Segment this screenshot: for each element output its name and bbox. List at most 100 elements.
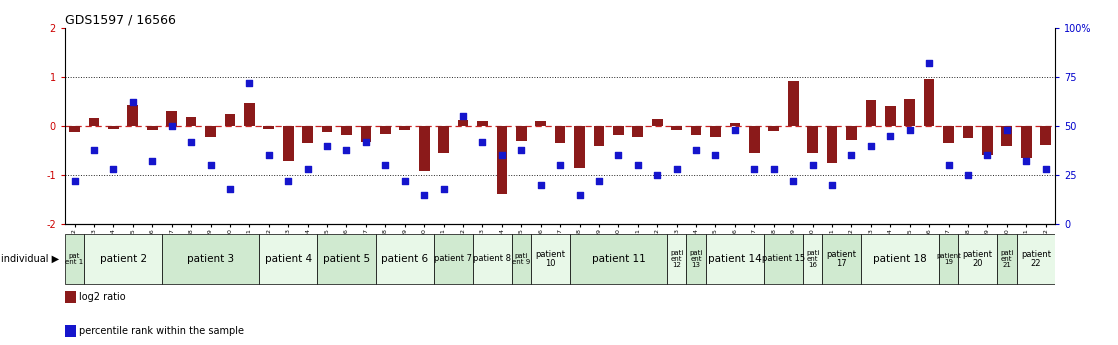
Text: patient 3: patient 3 xyxy=(187,254,234,264)
FancyBboxPatch shape xyxy=(318,234,376,284)
Point xyxy=(784,178,802,184)
FancyBboxPatch shape xyxy=(823,234,861,284)
Bar xyxy=(807,126,818,153)
Bar xyxy=(457,120,468,126)
Text: patient
19: patient 19 xyxy=(936,253,961,265)
FancyBboxPatch shape xyxy=(570,234,667,284)
Bar xyxy=(302,126,313,143)
Bar xyxy=(846,126,856,140)
Bar xyxy=(225,114,235,126)
Bar xyxy=(885,106,896,126)
Bar xyxy=(671,126,682,130)
Bar xyxy=(1021,126,1032,158)
FancyBboxPatch shape xyxy=(861,234,939,284)
FancyBboxPatch shape xyxy=(65,234,84,284)
Bar xyxy=(167,111,177,126)
FancyBboxPatch shape xyxy=(764,234,803,284)
Point xyxy=(726,127,743,132)
Bar xyxy=(88,118,100,126)
Bar xyxy=(594,126,605,146)
Bar xyxy=(283,126,294,161)
Bar xyxy=(633,126,643,137)
Bar xyxy=(496,126,508,194)
Text: patient 18: patient 18 xyxy=(873,254,927,264)
Bar xyxy=(1002,126,1012,146)
Point xyxy=(978,152,996,158)
Text: patient 7: patient 7 xyxy=(434,254,472,263)
Point xyxy=(474,139,492,145)
FancyBboxPatch shape xyxy=(473,234,512,284)
Point xyxy=(240,80,258,86)
Text: patient 8: patient 8 xyxy=(473,254,511,263)
Point xyxy=(493,152,511,158)
Text: pat
ent 1: pat ent 1 xyxy=(66,253,84,265)
Point xyxy=(338,147,356,152)
Point xyxy=(221,186,239,191)
Text: patient 2: patient 2 xyxy=(100,254,146,264)
Point xyxy=(201,162,219,168)
Bar xyxy=(108,126,119,129)
Text: percentile rank within the sample: percentile rank within the sample xyxy=(79,326,245,336)
FancyBboxPatch shape xyxy=(1016,234,1055,284)
Bar xyxy=(749,126,760,153)
Bar xyxy=(146,126,158,130)
FancyBboxPatch shape xyxy=(259,234,318,284)
Point xyxy=(901,127,919,132)
Text: patient 11: patient 11 xyxy=(591,254,645,264)
FancyBboxPatch shape xyxy=(803,234,823,284)
Point xyxy=(357,139,375,145)
Point xyxy=(609,152,627,158)
Bar xyxy=(652,119,663,126)
Bar xyxy=(1041,126,1051,145)
Text: pati
ent 9: pati ent 9 xyxy=(512,253,530,265)
Bar xyxy=(419,126,429,171)
Point xyxy=(959,172,977,178)
Text: pati
ent
12: pati ent 12 xyxy=(670,250,683,268)
Point xyxy=(280,178,297,184)
Bar xyxy=(904,99,915,126)
Point xyxy=(570,192,588,197)
Point xyxy=(939,162,957,168)
FancyBboxPatch shape xyxy=(667,234,686,284)
Point xyxy=(998,127,1016,132)
Point xyxy=(512,147,530,152)
Point xyxy=(881,133,899,139)
FancyBboxPatch shape xyxy=(512,234,531,284)
Point xyxy=(435,186,453,191)
Point xyxy=(667,166,685,172)
FancyBboxPatch shape xyxy=(705,234,764,284)
FancyBboxPatch shape xyxy=(434,234,473,284)
Bar xyxy=(341,126,352,135)
Point xyxy=(299,166,316,172)
Bar xyxy=(691,126,701,135)
Bar xyxy=(555,126,566,143)
Point xyxy=(104,166,122,172)
Point xyxy=(415,192,433,197)
Text: pati
ent
13: pati ent 13 xyxy=(690,250,703,268)
FancyBboxPatch shape xyxy=(531,234,570,284)
Bar xyxy=(206,126,216,137)
Text: patient
17: patient 17 xyxy=(826,250,856,268)
Bar xyxy=(982,126,993,155)
Point xyxy=(862,143,880,148)
Bar xyxy=(399,126,410,130)
Text: log2 ratio: log2 ratio xyxy=(79,292,126,302)
Point xyxy=(454,113,472,119)
Point xyxy=(259,152,277,158)
Bar xyxy=(865,100,877,126)
Point xyxy=(163,123,181,129)
Point xyxy=(920,60,938,66)
Bar xyxy=(380,126,390,134)
Point xyxy=(590,178,608,184)
FancyBboxPatch shape xyxy=(997,234,1016,284)
FancyBboxPatch shape xyxy=(958,234,997,284)
Point xyxy=(746,166,764,172)
Text: patient 5: patient 5 xyxy=(323,254,370,264)
Text: pati
ent
21: pati ent 21 xyxy=(1001,250,1014,268)
Bar xyxy=(264,126,274,129)
Point xyxy=(319,143,337,148)
Bar xyxy=(69,126,79,132)
Text: patient 15: patient 15 xyxy=(761,254,805,263)
Point xyxy=(66,178,84,184)
Text: patient 14: patient 14 xyxy=(708,254,761,264)
